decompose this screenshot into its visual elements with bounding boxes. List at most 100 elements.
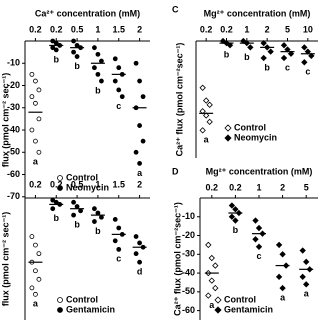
legend-marker — [57, 175, 63, 181]
panel-label: C — [172, 4, 179, 14]
data-point — [308, 52, 315, 60]
data-point — [92, 65, 97, 71]
significance-letter: a — [137, 168, 143, 178]
significance-letter: b — [264, 62, 270, 72]
data-point — [112, 238, 118, 244]
category-label: 2 — [265, 24, 270, 34]
category-label: 1 — [256, 182, 261, 192]
data-point — [92, 206, 97, 212]
data-point — [137, 240, 142, 246]
legend-marker — [224, 124, 232, 132]
data-point — [287, 50, 295, 57]
category-label: 0.2 — [29, 24, 42, 34]
data-point — [29, 71, 35, 77]
data-point — [112, 78, 118, 84]
significance-letter: c — [256, 251, 261, 261]
data-point — [252, 217, 259, 224]
data-point — [203, 112, 210, 119]
data-point — [203, 97, 210, 104]
category-label: 0.2 — [200, 24, 213, 34]
data-point — [267, 48, 274, 55]
category-label: 10 — [303, 24, 313, 34]
category-label: 5 — [304, 182, 309, 192]
significance-letter: c — [116, 254, 121, 264]
data-point — [36, 251, 42, 257]
legend-label: Gentamicin — [66, 304, 115, 314]
data-point — [33, 100, 38, 106]
data-point — [99, 214, 104, 220]
significance-letter: a — [204, 135, 210, 145]
data-point — [71, 199, 76, 205]
data-point — [71, 49, 76, 55]
significance-letter: b — [244, 52, 250, 62]
data-point — [208, 254, 215, 262]
data-point — [116, 225, 122, 231]
data-point — [301, 59, 308, 66]
category-label: 1.5 — [112, 24, 125, 34]
y-tick-label: -30 — [7, 102, 20, 112]
data-point — [33, 291, 38, 297]
legend-marker — [57, 297, 63, 303]
legend-label: Control — [66, 294, 98, 304]
data-point — [252, 236, 259, 243]
data-point — [208, 277, 215, 284]
data-point — [71, 212, 76, 218]
category-label: 0.2 — [50, 24, 63, 34]
panel-title: Ca²⁺ concentration (mM) — [35, 8, 140, 18]
data-point — [78, 208, 83, 214]
data-point — [228, 202, 236, 209]
y-tick-label: -10 — [182, 211, 195, 221]
category-label: 2 — [137, 179, 142, 189]
legend-marker — [214, 306, 222, 314]
panel-title: Mg²⁺ concentration (mM) — [206, 166, 313, 176]
legend-label: Gentamicin — [224, 304, 273, 314]
data-point — [74, 54, 80, 59]
data-point — [53, 47, 59, 53]
data-point — [36, 116, 42, 122]
data-point — [137, 160, 142, 166]
data-point — [247, 44, 254, 51]
category-label: 1 — [95, 179, 100, 189]
data-point — [92, 45, 97, 51]
category-label: 2 — [137, 24, 142, 34]
data-point — [116, 65, 122, 71]
category-label: 5 — [285, 24, 290, 34]
data-point — [137, 123, 142, 128]
data-point — [33, 78, 38, 84]
data-point — [206, 118, 213, 126]
significance-letter: a — [33, 157, 39, 167]
significance-letter: a — [280, 292, 286, 302]
data-point — [133, 149, 139, 155]
y-tick-label: -30 — [182, 249, 195, 259]
y-tick-label: -20 — [7, 80, 20, 90]
data-point — [199, 127, 206, 134]
data-point — [260, 39, 267, 47]
category-label: 0.2 — [206, 182, 219, 192]
y-tick-label: -20 — [182, 230, 195, 240]
data-point — [205, 241, 212, 249]
y-tick-label: -70 — [7, 191, 20, 201]
data-point — [112, 56, 118, 62]
data-point — [228, 213, 236, 220]
significance-letter: b — [224, 50, 230, 60]
data-point — [36, 276, 42, 282]
category-label: 2 — [280, 182, 285, 192]
data-point — [299, 247, 306, 254]
data-point — [95, 71, 101, 77]
y-tick-label: -40 — [182, 267, 195, 277]
legend-label: Control — [224, 294, 256, 304]
data-point — [137, 78, 142, 84]
legend-marker — [214, 296, 222, 304]
significance-letter: d — [137, 267, 143, 277]
significance-letter: c — [305, 67, 310, 77]
data-point — [33, 268, 38, 274]
significance-letter: b — [95, 226, 101, 236]
data-point — [137, 259, 142, 265]
data-point — [301, 44, 308, 51]
data-point — [303, 281, 310, 288]
data-point — [33, 138, 38, 144]
data-point — [212, 284, 219, 292]
data-point — [212, 262, 219, 269]
data-point — [260, 54, 267, 62]
